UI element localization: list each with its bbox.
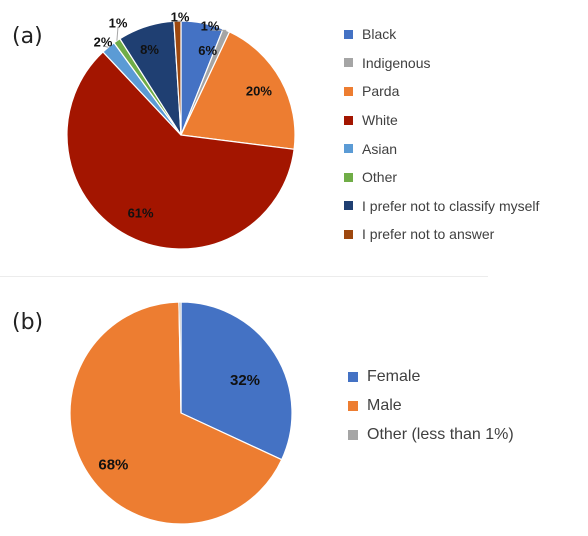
- legend-item: Asian: [344, 134, 539, 163]
- leader-line: [102, 45, 109, 48]
- legend-item: White: [344, 106, 539, 135]
- legend-ethnicity: Black Indigenous Parda White Asian Other…: [344, 20, 539, 249]
- legend-item: Black: [344, 20, 539, 49]
- legend-swatch: [348, 429, 358, 440]
- legend-swatch: [348, 400, 358, 411]
- slice-label-white: 61%: [128, 206, 154, 221]
- pie-chart-gender: 32% 68%: [69, 301, 293, 525]
- legend-gender: Female Male Other (less than 1%): [348, 362, 514, 449]
- legend-label: Black: [362, 26, 397, 43]
- pie-slice-female: [180, 301, 293, 461]
- pie-slice-other-less-than-1: [178, 301, 182, 414]
- legend-label: Parda: [362, 83, 400, 100]
- chart-panel-a: (a) 6% 1% 20% 61% 2% 1% 8% 1% Black Indigenous …: [12, 9, 539, 250]
- legend-item: I prefer not to classify myself: [344, 192, 539, 221]
- legend-swatch: [344, 29, 353, 39]
- legend-item: Other (less than 1%): [348, 420, 514, 449]
- panel-label: (b): [12, 310, 44, 335]
- legend-item: I prefer not to answer: [344, 220, 539, 249]
- slice-label-black: 6%: [198, 43, 217, 58]
- legend-swatch: [344, 144, 353, 154]
- slice-label-male: 68%: [98, 457, 128, 474]
- legend-swatch: [344, 86, 353, 96]
- pie-chart-ethnicity: 6% 1% 20% 61% 2% 1% 8% 1%: [66, 9, 296, 250]
- pie-slice-white: [66, 51, 295, 250]
- legend-label: Asian: [362, 140, 398, 157]
- chart-panel-b: (b) 32% 68% Female Male Other (less than …: [0, 282, 588, 536]
- slice-label-other: 1%: [109, 15, 128, 30]
- legend-label: Indigenous: [362, 54, 431, 71]
- legend-label: Male: [367, 396, 402, 414]
- panel-divider: [0, 276, 488, 277]
- legend-swatch: [348, 371, 358, 382]
- panel-label: (a): [12, 24, 43, 49]
- legend-swatch: [344, 229, 353, 239]
- legend-label: Female: [367, 367, 421, 385]
- legend-swatch: [344, 58, 353, 68]
- legend-item: Female: [348, 362, 514, 391]
- slice-label-asian: 2%: [94, 34, 113, 49]
- legend-swatch: [344, 172, 353, 182]
- legend-item: Indigenous: [344, 49, 539, 78]
- slice-label-i-prefer-not-to-answer: 1%: [171, 9, 190, 24]
- legend-label: Other (less than 1%): [367, 425, 514, 443]
- slice-label-i-prefer-not-to-classify-myself: 8%: [140, 42, 159, 57]
- legend-item: Parda: [344, 77, 539, 106]
- legend-item: Other: [344, 163, 539, 192]
- legend-item: Male: [348, 391, 514, 420]
- slice-label-female: 32%: [230, 372, 260, 389]
- legend-label: I prefer not to answer: [362, 226, 495, 243]
- pie-slice-parda: [180, 31, 296, 150]
- legend-swatch: [344, 115, 353, 125]
- legend-swatch: [344, 201, 353, 211]
- leader-line: [116, 26, 119, 41]
- legend-label: Other: [362, 169, 398, 186]
- pie-slice-male: [69, 301, 283, 525]
- slice-label-indigenous: 1%: [201, 18, 220, 33]
- legend-label: White: [362, 112, 398, 129]
- legend-label: I prefer not to classify myself: [362, 197, 540, 214]
- slice-label-parda: 20%: [246, 84, 272, 99]
